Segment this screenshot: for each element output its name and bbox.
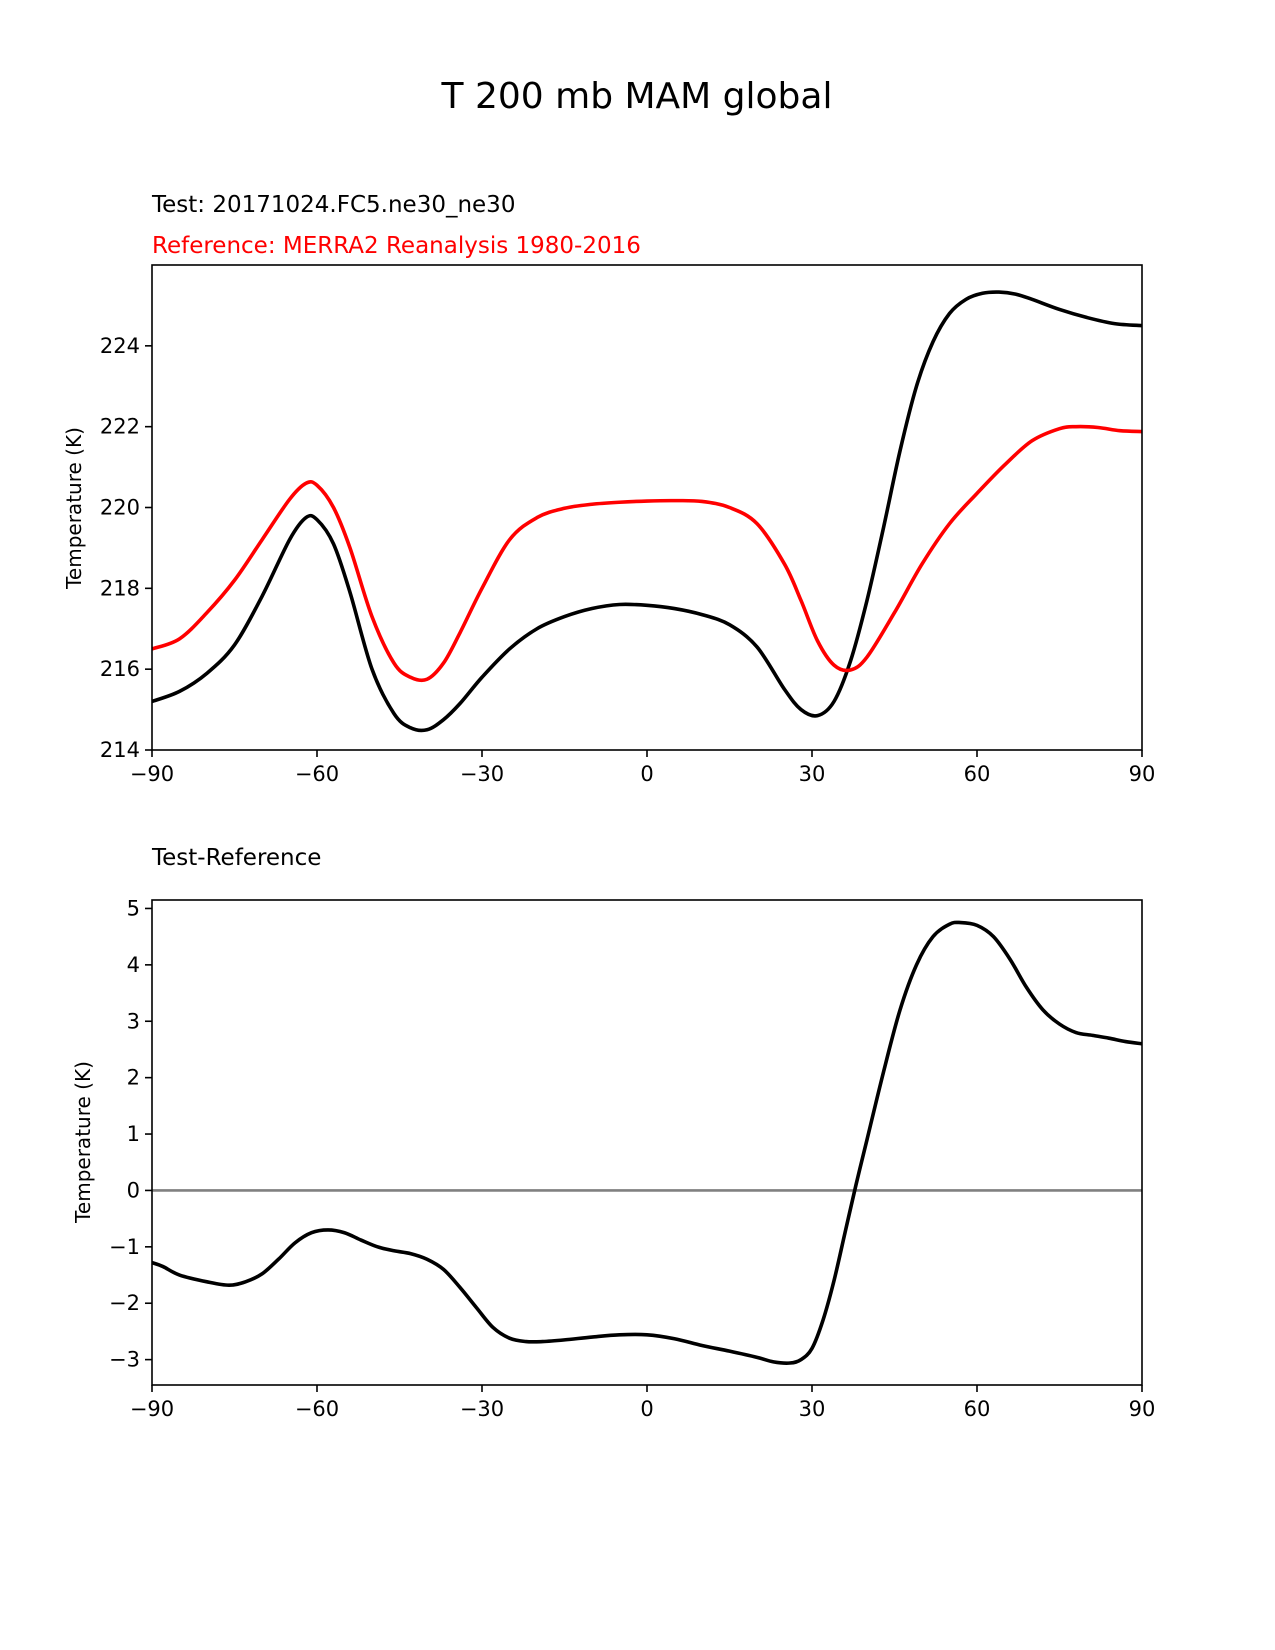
x-tick-label: 90 [1129,1397,1156,1421]
y-tick-label: 5 [127,896,140,920]
x-tick-label: −30 [460,762,504,786]
bottom-ticks-group: −90 −60 −30 0 30 60 90 −3 −2 −1 0 1 2 3 4 5 [109,896,1155,1421]
top-panel: Test: 20171024.FC5.ne30_ne30 Reference: … [62,192,1155,786]
top-plot-frame [151,264,1143,751]
y-tick-label: 220 [100,496,140,520]
top-y-axis-label: Temperature (K) [62,427,86,590]
x-tick-label: −90 [130,762,174,786]
x-tick-label: −60 [295,762,339,786]
bottom-series-group [151,920,1143,1365]
x-tick-label: −90 [130,1397,174,1421]
top-series-group [151,290,1143,733]
top-ticks-group: −90 −60 −30 0 30 60 90 214 216 218 220 222 224 [100,334,1155,786]
y-tick-label: 216 [100,657,140,681]
series-line-reference [151,424,1143,683]
x-tick-label: 0 [640,1397,653,1421]
x-tick-label: 30 [799,1397,826,1421]
y-tick-label: 3 [127,1009,140,1033]
x-tick-label: −30 [460,1397,504,1421]
y-tick-label: 4 [127,953,140,977]
test-label: Test: 20171024.FC5.ne30_ne30 [151,192,515,218]
x-tick-label: 90 [1129,762,1156,786]
bottom-y-axis-label: Temperature (K) [71,1061,95,1224]
y-tick-label: 214 [100,738,140,762]
x-tick-label: 60 [964,1397,991,1421]
y-tick-label: 224 [100,334,140,358]
x-tick-label: −60 [295,1397,339,1421]
series-line-test [151,290,1143,733]
x-tick-label: 0 [640,762,653,786]
y-tick-label: 0 [127,1178,140,1202]
figure-title: T 200 mb MAM global [441,76,833,117]
y-tick-label: 2 [127,1066,140,1090]
series-line-test-reference [151,920,1143,1365]
diff-title: Test-Reference [151,845,321,871]
y-tick-label: 218 [100,576,140,600]
y-tick-label: 222 [100,415,140,439]
bottom-plot-frame [151,899,1143,1386]
y-tick-label: 1 [127,1122,140,1146]
y-tick-label: −3 [109,1348,140,1372]
y-tick-label: −1 [109,1235,140,1259]
bottom-panel: Test-Reference Temperature (K) −90 −60 −30… [71,845,1155,1421]
y-tick-label: −2 [109,1291,140,1315]
x-tick-label: 30 [799,762,826,786]
x-tick-label: 60 [964,762,991,786]
reference-label: Reference: MERRA2 Reanalysis 1980-2016 [152,233,641,259]
